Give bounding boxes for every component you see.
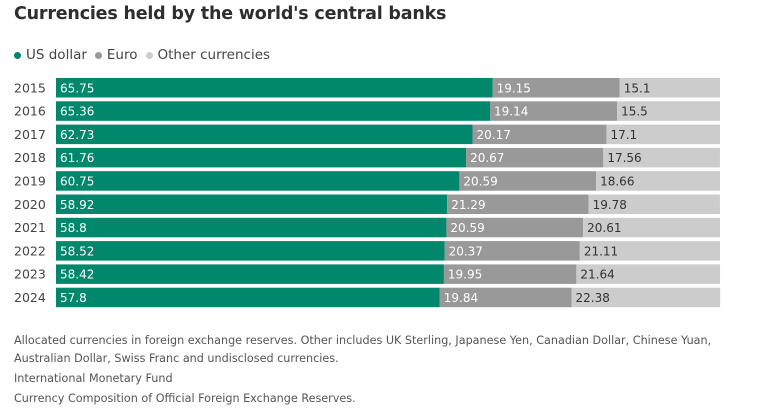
bar-other-currencies-2021 bbox=[583, 217, 720, 238]
bar-other-currencies-2020 bbox=[588, 194, 720, 214]
bar-other-currencies-2017 bbox=[606, 124, 720, 145]
bar-us-dollar-2022 bbox=[56, 241, 445, 261]
chart-title: Currencies held by the world's central b… bbox=[14, 4, 447, 24]
bar-us-dollar-2023 bbox=[56, 264, 444, 284]
category-label-2022: 2022 bbox=[14, 243, 46, 258]
data-label-euro-2023: 19.95 bbox=[448, 268, 482, 282]
bar-other-currencies-2015 bbox=[619, 78, 720, 98]
data-label-euro-2017: 20.17 bbox=[477, 128, 511, 142]
bar-euro-2016 bbox=[489, 101, 618, 121]
bar-us-dollar-2021 bbox=[56, 217, 447, 238]
data-label-us-dollar-2022: 58.52 bbox=[60, 244, 94, 258]
bar-euro-2020 bbox=[447, 194, 589, 214]
data-label-euro-2019: 20.59 bbox=[463, 174, 497, 188]
data-label-euro-2022: 20.37 bbox=[449, 244, 483, 258]
data-label-other-currencies-2018: 17.56 bbox=[607, 151, 641, 165]
data-label-us-dollar-2015: 65.75 bbox=[60, 81, 94, 95]
bar-euro-2023 bbox=[443, 264, 577, 284]
category-label-2017: 2017 bbox=[14, 127, 46, 142]
bar-other-currencies-2024 bbox=[571, 287, 721, 308]
bar-other-currencies-2016 bbox=[617, 101, 720, 121]
data-label-other-currencies-2019: 18.66 bbox=[600, 174, 634, 188]
bar-other-currencies-2023 bbox=[576, 264, 721, 284]
bar-other-currencies-2018 bbox=[603, 147, 720, 168]
data-label-us-dollar-2021: 58.8 bbox=[60, 221, 87, 235]
legend-item-us-dollar: US dollar bbox=[14, 47, 87, 63]
data-label-us-dollar-2016: 65.36 bbox=[60, 105, 94, 119]
category-label-2015: 2015 bbox=[14, 80, 46, 95]
data-label-other-currencies-2021: 20.61 bbox=[587, 221, 621, 235]
category-label-2024: 2024 bbox=[14, 290, 46, 305]
bar-euro-2021 bbox=[446, 217, 584, 238]
data-label-other-currencies-2023: 21.64 bbox=[580, 268, 614, 282]
legend-label-euro: Euro bbox=[106, 47, 138, 63]
stacked-bar-chart: 2015 65.75 19.15 15.1 2016 65.36 19.14 15.5 2017… bbox=[14, 78, 721, 308]
legend-swatch-euro bbox=[94, 51, 102, 59]
legend-label-other-currencies: Other currencies bbox=[157, 47, 271, 63]
bar-us-dollar-2015 bbox=[56, 78, 493, 98]
data-label-other-currencies-2015: 15.1 bbox=[624, 81, 651, 95]
category-label-2016: 2016 bbox=[14, 104, 46, 119]
bar-euro-2017 bbox=[472, 124, 607, 145]
bar-other-currencies-2019 bbox=[596, 171, 720, 191]
bar-euro-2015 bbox=[492, 78, 620, 98]
bar-euro-2019 bbox=[459, 171, 597, 191]
legend-swatch-us-dollar bbox=[14, 51, 21, 59]
data-label-other-currencies-2020: 19.78 bbox=[593, 198, 627, 212]
data-label-euro-2015: 19.15 bbox=[497, 81, 531, 95]
data-label-other-currencies-2017: 17.1 bbox=[610, 128, 637, 142]
legend-item-euro: Euro bbox=[94, 47, 138, 63]
data-label-us-dollar-2024: 57.8 bbox=[60, 291, 87, 305]
data-label-us-dollar-2017: 62.73 bbox=[60, 128, 94, 142]
bar-us-dollar-2016 bbox=[56, 101, 490, 121]
source-label: International Monetary Fund bbox=[14, 372, 173, 385]
bar-other-currencies-2022 bbox=[579, 241, 720, 261]
category-label-2019: 2019 bbox=[14, 173, 46, 188]
data-label-euro-2020: 21.29 bbox=[451, 198, 485, 212]
data-label-euro-2024: 19.84 bbox=[444, 291, 478, 305]
bar-euro-2018 bbox=[466, 147, 604, 168]
data-label-us-dollar-2023: 58.42 bbox=[60, 268, 94, 282]
data-label-euro-2021: 20.59 bbox=[450, 221, 484, 235]
data-label-us-dollar-2019: 60.75 bbox=[60, 174, 94, 188]
category-label-2020: 2020 bbox=[14, 197, 46, 212]
data-label-other-currencies-2024: 22.38 bbox=[576, 291, 610, 305]
category-label-2018: 2018 bbox=[14, 150, 46, 165]
chart-legend: US dollar Euro Other currencies bbox=[14, 46, 278, 64]
bar-us-dollar-2018 bbox=[56, 147, 467, 168]
bar-euro-2024 bbox=[439, 287, 572, 308]
bar-euro-2022 bbox=[444, 241, 580, 261]
legend-swatch-other-currencies bbox=[145, 51, 153, 59]
footnote: Allocated currencies in foreign exchange… bbox=[14, 334, 712, 365]
data-label-other-currencies-2022: 21.11 bbox=[584, 244, 618, 258]
bar-us-dollar-2020 bbox=[56, 194, 448, 214]
data-label-other-currencies-2016: 15.5 bbox=[621, 105, 648, 119]
data-label-euro-2018: 20.67 bbox=[470, 151, 504, 165]
source-detail: Currency Composition of Official Foreign… bbox=[14, 392, 356, 405]
bar-us-dollar-2017 bbox=[56, 124, 473, 145]
legend-label-us-dollar: US dollar bbox=[26, 47, 87, 63]
legend-item-other-currencies: Other currencies bbox=[145, 47, 271, 63]
data-label-euro-2016: 19.14 bbox=[494, 105, 528, 119]
bar-us-dollar-2024 bbox=[56, 287, 440, 308]
data-label-us-dollar-2020: 58.92 bbox=[60, 198, 94, 212]
data-label-us-dollar-2018: 61.76 bbox=[60, 151, 94, 165]
bar-us-dollar-2019 bbox=[56, 171, 460, 191]
category-label-2023: 2023 bbox=[14, 267, 46, 282]
category-label-2021: 2021 bbox=[14, 220, 46, 235]
